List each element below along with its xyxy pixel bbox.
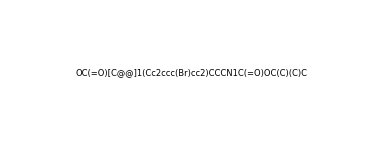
Text: OC(=O)[C@@]1(Cc2ccc(Br)cc2)CCCN1C(=O)OC(C)(C)C: OC(=O)[C@@]1(Cc2ccc(Br)cc2)CCCN1C(=O)OC(… xyxy=(76,68,308,78)
